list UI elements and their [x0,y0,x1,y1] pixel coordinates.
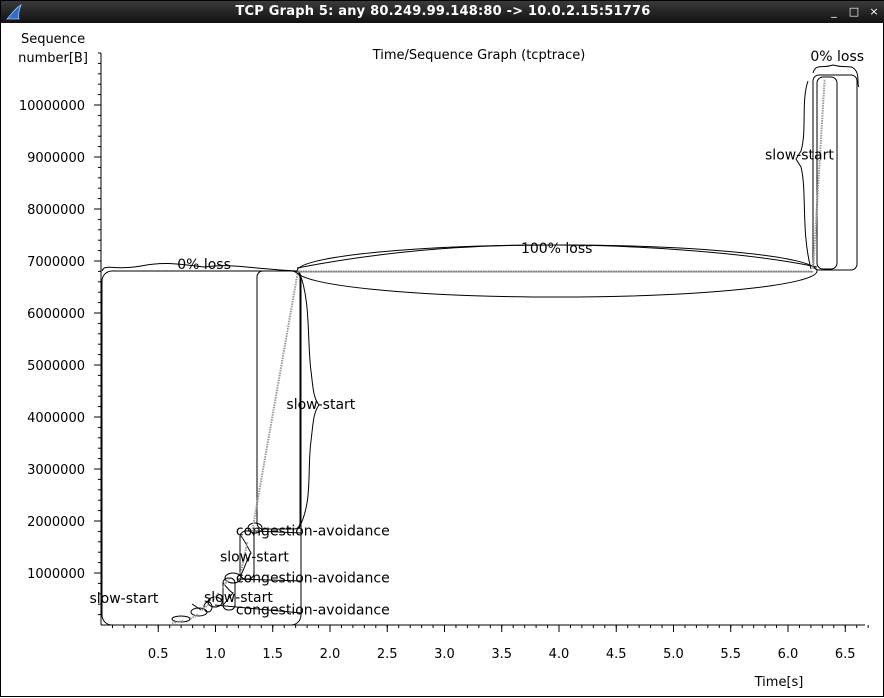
slow-start-box-3 [222,577,236,611]
title-bar[interactable]: TCP Graph 5: any 80.249.99.148:80 -> 10.… [1,1,884,23]
y-tick-label: 1000000 [27,567,85,582]
minimize-button[interactable]: _ [831,5,837,18]
window-title: TCP Graph 5: any 80.249.99.148:80 -> 10.… [235,4,651,19]
annotation-label: slow-start [765,148,834,164]
y-tick-label: 5000000 [27,359,85,374]
x-tick-label: 6.5 [835,647,856,662]
y-tick-label: 10000000 [19,99,85,114]
congestion-avoidance-ellipse-1 [247,522,263,534]
maximize-button[interactable]: □ [848,5,860,18]
sequence-segment [189,613,199,620]
data-layer [171,78,826,624]
chart-title: Time/Sequence Graph (tcptrace) [372,48,586,63]
labels-layer: Time/Sequence Graph (tcptrace) Sequence nu… [18,32,864,690]
wireshark-fin-icon [6,4,22,20]
sequence-segment [812,78,826,269]
sequence-segment [251,271,299,532]
sequence-segment [221,577,231,589]
slow-start-brace [298,270,320,529]
y-tick-label: 9000000 [27,151,85,166]
slow-start-brace-3 [222,582,234,606]
x-tick-label: 4.0 [549,647,570,662]
y-tick-label: 4000000 [27,411,85,426]
ca-leader-3 [214,604,302,614]
x-axis-label: Time[s] [754,675,804,690]
congestion-avoidance-ellipse-5 [171,615,191,623]
ca-leader-2 [236,578,302,582]
zero-loss-region-box [101,270,302,626]
x-tick-label: 6.0 [778,647,799,662]
annotation-label: slow-start [204,590,273,606]
axes: 0.5 1.0 1.5 2.0 2.5 3.0 3.5 4.0 4.5 5.0 5.5 6.0 6.5 1… [19,52,869,662]
final-slow-start-box-inner [816,76,838,270]
y-tick-label: 8000000 [27,203,85,218]
x-tick-label: 5.5 [720,647,741,662]
slow-start-ellipse-small [203,601,213,613]
y-tick-label: 2000000 [27,515,85,530]
annotation-shapes [101,64,860,626]
x-tick-label: 1.0 [205,647,226,662]
x-tick-label: 4.5 [606,647,627,662]
y-axis-label-line-1: Sequence [21,32,85,47]
x-tick-label: 1.5 [262,647,283,662]
annotation-label: slow-start [220,550,289,566]
final-zero-loss-brace [812,64,860,88]
annotation-label: congestion-avoidance [236,603,390,619]
sequence-segment [201,603,210,612]
slow-start-brace-2 [240,535,252,576]
x-tick-label: 2.5 [377,647,398,662]
congestion-avoidance-ellipse-2 [224,572,242,584]
annotation-label: 0% loss [177,257,231,273]
x-tick-label: 0.5 [148,647,169,662]
x-tick-label: 2.0 [320,647,341,662]
annotation-label: congestion-avoidance [236,524,390,540]
x-tick-label: 3.0 [434,647,455,662]
x-tick-label: 5.0 [663,647,684,662]
y-tick-label: 7000000 [27,255,85,270]
sequence-segment [239,541,249,574]
annotation-label: 0% loss [810,49,864,65]
slow-start-leader-small [191,603,202,611]
annotation-label: slow-start [286,397,355,413]
y-tick-label: 3000000 [27,463,85,478]
x-tick-label: 3.5 [491,647,512,662]
zero-loss-brace [101,263,300,272]
annotation-label: slow-start [89,591,158,607]
close-button[interactable]: × [869,5,879,18]
final-slow-start-box-outer [812,74,858,271]
final-slow-start-brace [795,80,812,270]
sequence-segment [212,592,220,601]
sequence-segment [171,619,184,624]
annotation-label: congestion-avoidance [236,570,390,586]
annotation-label: 100% loss [521,241,593,257]
full-loss-brace [296,244,818,269]
y-axis-label-line-2: number[B] [18,51,88,66]
ca-leader-1 [254,530,302,534]
y-tick-label: 6000000 [27,307,85,322]
slow-start-region-box [256,270,301,530]
